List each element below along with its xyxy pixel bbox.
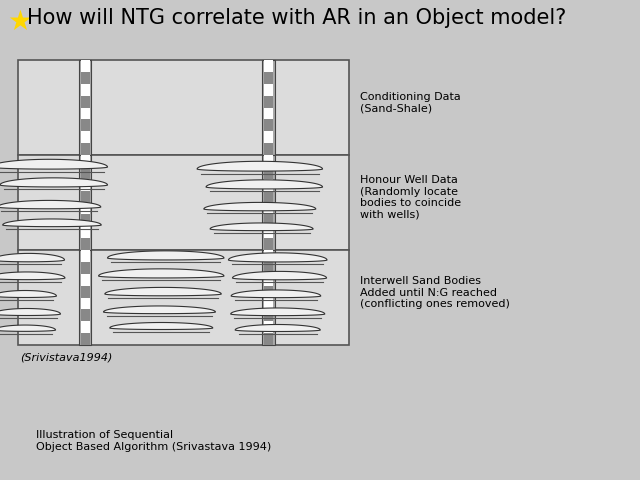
Polygon shape <box>231 290 321 298</box>
Bar <box>264 143 273 155</box>
Polygon shape <box>206 180 323 189</box>
Bar <box>264 286 273 298</box>
Bar <box>81 143 90 155</box>
Polygon shape <box>230 308 324 316</box>
Text: Interwell Sand Bodies
Added until N:G reached
(conflicting ones removed): Interwell Sand Bodies Added until N:G re… <box>360 276 510 309</box>
Bar <box>264 310 273 321</box>
Polygon shape <box>0 272 65 280</box>
Bar <box>81 60 90 72</box>
Polygon shape <box>235 324 320 332</box>
Bar <box>264 84 273 96</box>
Bar <box>264 298 273 310</box>
Polygon shape <box>0 325 56 331</box>
Text: Conditioning Data
(Sand-Shale): Conditioning Data (Sand-Shale) <box>360 92 461 113</box>
Polygon shape <box>99 269 224 278</box>
Bar <box>262 60 275 155</box>
Bar <box>264 333 273 345</box>
Bar <box>81 226 90 238</box>
Bar <box>81 333 90 345</box>
Polygon shape <box>0 290 56 298</box>
Bar <box>81 262 90 274</box>
Bar <box>81 191 90 203</box>
Bar <box>81 167 90 179</box>
Bar <box>81 155 90 167</box>
Bar <box>81 298 90 310</box>
Bar <box>79 60 92 155</box>
Bar <box>264 262 273 274</box>
Bar <box>81 274 90 286</box>
Polygon shape <box>210 223 313 231</box>
Bar <box>81 203 90 215</box>
Bar <box>264 179 273 191</box>
Polygon shape <box>0 178 108 187</box>
Bar <box>81 72 90 84</box>
Bar <box>81 96 90 108</box>
Bar <box>79 250 92 345</box>
Bar <box>81 84 90 96</box>
Bar <box>262 250 275 345</box>
Bar <box>81 120 90 131</box>
Bar <box>264 60 273 72</box>
Bar <box>81 321 90 333</box>
Polygon shape <box>0 159 108 169</box>
Bar <box>81 310 90 321</box>
Text: Honour Well Data
(Randomly locate
bodies to coincide
with wells): Honour Well Data (Randomly locate bodies… <box>360 175 461 220</box>
Bar <box>81 131 90 143</box>
Polygon shape <box>232 271 326 280</box>
Bar <box>81 250 90 262</box>
Bar <box>18 60 349 155</box>
Polygon shape <box>0 201 100 209</box>
Bar <box>81 215 90 226</box>
Bar <box>18 155 349 250</box>
Bar <box>264 96 273 108</box>
Polygon shape <box>104 306 216 313</box>
Bar <box>264 226 273 238</box>
Polygon shape <box>3 219 101 227</box>
Bar <box>264 167 273 179</box>
Bar <box>264 72 273 84</box>
Bar <box>264 155 273 167</box>
Text: ★: ★ <box>7 8 32 36</box>
Bar <box>264 250 273 262</box>
Bar <box>264 274 273 286</box>
Bar <box>79 155 92 250</box>
Bar <box>81 286 90 298</box>
Bar <box>81 179 90 191</box>
Bar <box>264 203 273 215</box>
Polygon shape <box>109 323 212 329</box>
Bar <box>264 191 273 203</box>
Polygon shape <box>0 309 60 315</box>
Bar <box>262 155 275 250</box>
Bar <box>81 108 90 120</box>
Polygon shape <box>105 288 221 296</box>
Text: How will NTG correlate with AR in an Object model?: How will NTG correlate with AR in an Obj… <box>27 8 566 28</box>
Polygon shape <box>228 253 327 262</box>
Bar <box>264 215 273 226</box>
Bar <box>264 238 273 250</box>
Polygon shape <box>197 161 323 171</box>
Bar <box>264 321 273 333</box>
Polygon shape <box>108 251 224 260</box>
Bar <box>18 250 349 345</box>
Text: (Srivistava1994): (Srivistava1994) <box>20 353 112 363</box>
Text: Illustration of Sequential
Object Based Algorithm (Srivastava 1994): Illustration of Sequential Object Based … <box>36 430 271 452</box>
Bar <box>264 131 273 143</box>
Bar <box>264 108 273 120</box>
Bar <box>264 120 273 131</box>
Polygon shape <box>204 203 316 211</box>
Bar <box>81 238 90 250</box>
Polygon shape <box>0 253 65 262</box>
